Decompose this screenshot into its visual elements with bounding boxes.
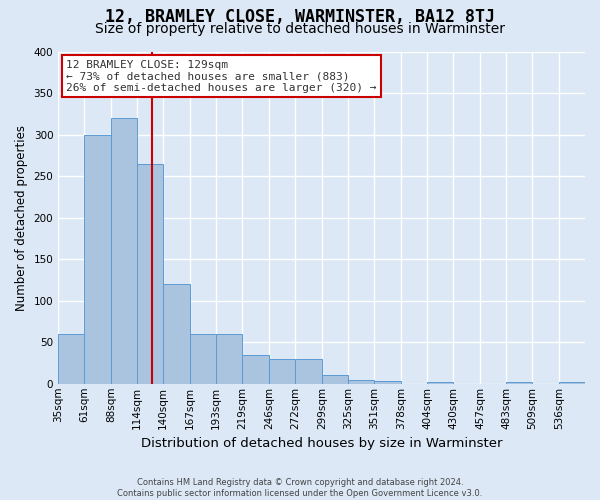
Bar	[322, 376, 348, 384]
Bar	[137, 164, 163, 384]
Text: Contains HM Land Registry data © Crown copyright and database right 2024.
Contai: Contains HM Land Registry data © Crown c…	[118, 478, 482, 498]
Text: Size of property relative to detached houses in Warminster: Size of property relative to detached ho…	[95, 22, 505, 36]
Bar	[58, 334, 84, 384]
Text: 12, BRAMLEY CLOSE, WARMINSTER, BA12 8TJ: 12, BRAMLEY CLOSE, WARMINSTER, BA12 8TJ	[105, 8, 495, 26]
Bar	[269, 359, 295, 384]
Bar	[216, 334, 242, 384]
Bar	[559, 382, 585, 384]
Bar	[242, 354, 269, 384]
Y-axis label: Number of detached properties: Number of detached properties	[15, 124, 28, 310]
Bar	[295, 359, 322, 384]
X-axis label: Distribution of detached houses by size in Warminster: Distribution of detached houses by size …	[141, 437, 502, 450]
Bar	[348, 380, 374, 384]
Bar	[163, 284, 190, 384]
Bar	[84, 134, 111, 384]
Bar	[111, 118, 137, 384]
Bar	[427, 382, 453, 384]
Bar	[374, 382, 401, 384]
Bar	[506, 382, 532, 384]
Text: 12 BRAMLEY CLOSE: 129sqm
← 73% of detached houses are smaller (883)
26% of semi-: 12 BRAMLEY CLOSE: 129sqm ← 73% of detach…	[66, 60, 377, 93]
Bar	[190, 334, 216, 384]
